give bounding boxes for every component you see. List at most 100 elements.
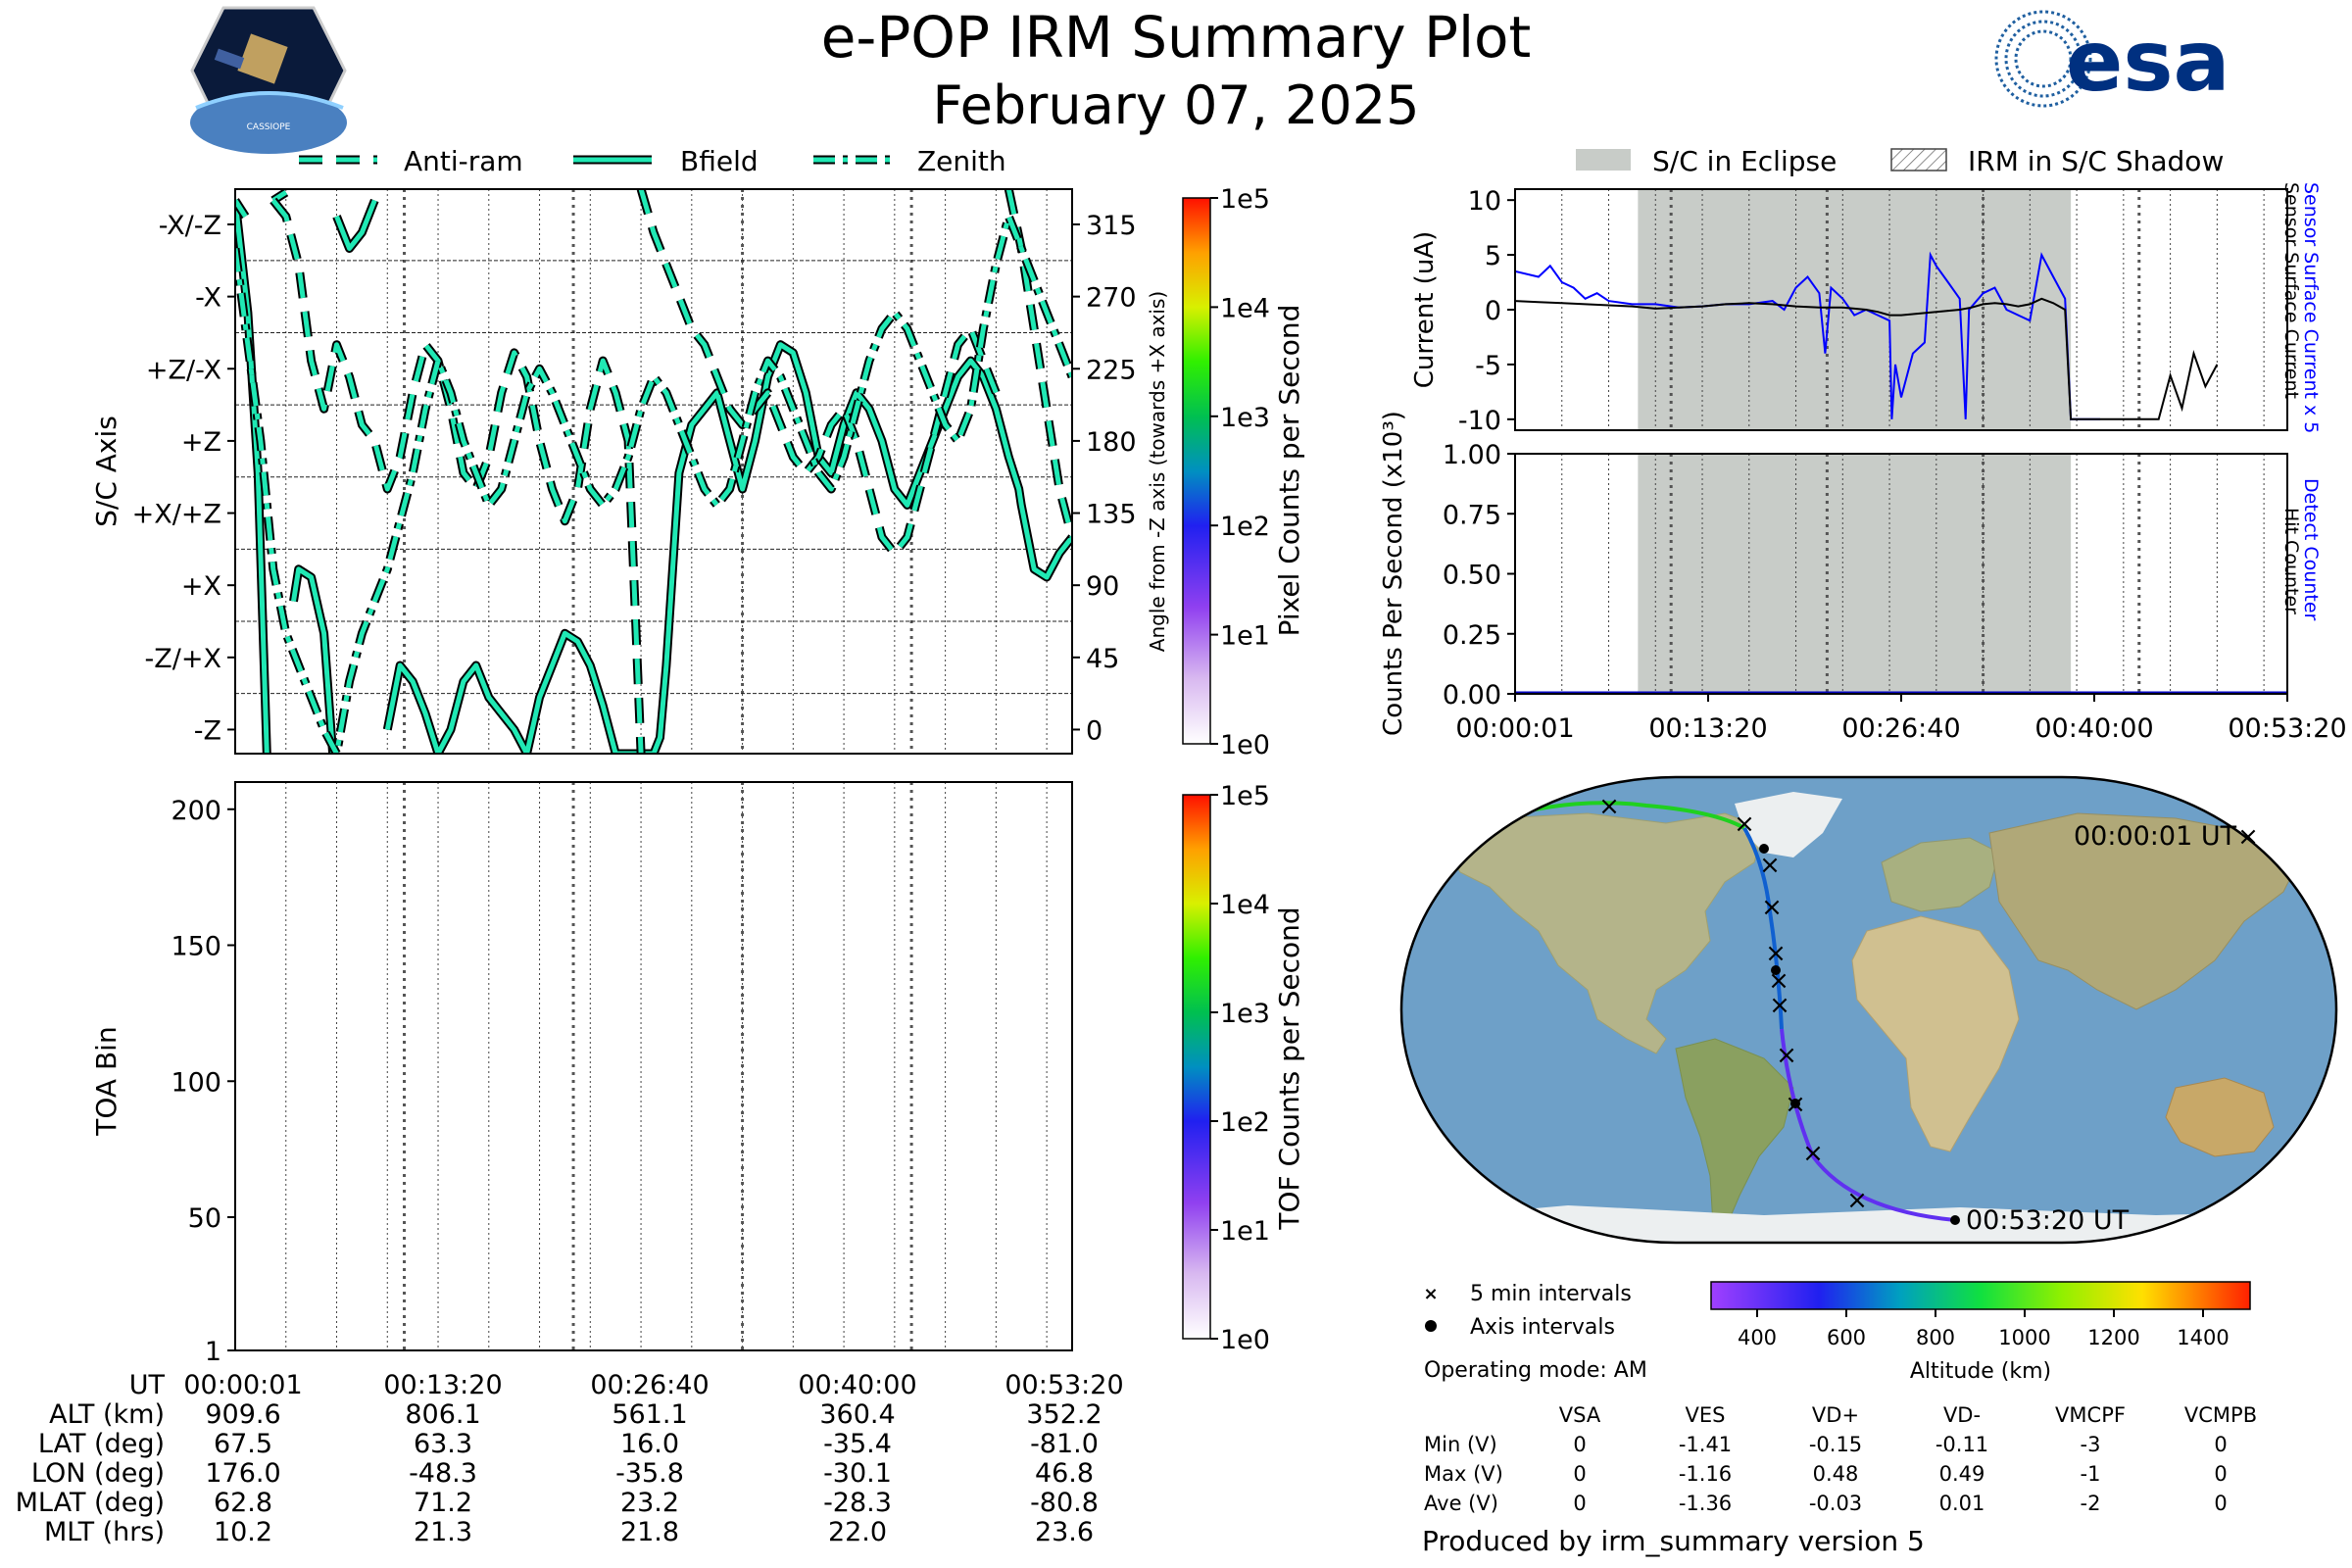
ephemeris-cell: -30.1: [823, 1458, 892, 1489]
operating-mode: Operating mode: AM: [1424, 1358, 1647, 1383]
current-ytick-label: 5: [1485, 241, 1501, 271]
map-antarctica: [1401, 1205, 2336, 1243]
voltage-cell: 0.49: [1939, 1462, 1985, 1486]
figure-date: February 07, 2025: [933, 74, 1420, 136]
tof-colorbar-label: TOF Counts per Second: [1273, 906, 1305, 1230]
counts-ylabel: Counts Per Second (x10³): [1379, 411, 1408, 736]
toa-ylabel: TOA Bin: [90, 1026, 122, 1136]
map-africa: [1851, 915, 2020, 1152]
altitude-colorbar-label: Altitude (km): [1910, 1359, 2051, 1384]
counts-ytick-label: 0.50: [1443, 561, 1501, 591]
axis-right-tick-label: 45: [1086, 644, 1119, 674]
ground-track-segment-2: [1742, 827, 1784, 1030]
altitude-colorbar: 400 600 800 1000 1200 1400 Altitude (km): [1710, 1281, 2251, 1384]
toa-ytick-label: 100: [171, 1067, 221, 1098]
voltage-cell: 0: [2214, 1492, 2227, 1515]
colorbar-tick-label: 1e2: [1220, 512, 1270, 542]
axis-ytick-label: +X: [181, 571, 221, 602]
voltage-cell: 0: [1573, 1462, 1586, 1486]
legend-bfield: Bfield: [680, 145, 759, 177]
counts-panel: 0.00 0.25 0.50 0.75 1.00 Counts Per Second (…: [1379, 411, 2347, 744]
voltage-row-label: Max (V): [1424, 1462, 1503, 1486]
series-anti-ram: [1005, 189, 1072, 538]
five-min-marker: ×: [1598, 792, 1620, 821]
ephemeris-row-label: LON (deg): [31, 1458, 165, 1489]
series-anti-ram: [235, 199, 248, 219]
series-anti-ram: [270, 198, 644, 754]
axis-ytick-label: -Z/+X: [145, 644, 221, 674]
ephemeris-cell: 806.1: [405, 1399, 480, 1430]
ephemeris-cell: 67.5: [214, 1429, 272, 1459]
axis-interval-marker: [1790, 1099, 1800, 1108]
cassiope-logo-text: CASSIOPE: [247, 122, 291, 132]
current-ytick-label: 0: [1485, 296, 1501, 326]
axis-interval-marker: [1759, 844, 1769, 854]
ground-track-map: ×××××××××××× 00:00:01 UT 00:53:20 UT: [1399, 775, 2338, 1245]
ephemeris-cell: 00:53:20: [1004, 1370, 1123, 1400]
voltage-col-header: VMCPF: [2055, 1403, 2126, 1427]
ephemeris-cell: 352.2: [1026, 1399, 1102, 1430]
altitude-tick-label: 800: [1916, 1326, 1955, 1349]
axis-ytick-label: -X/-Z: [159, 211, 221, 241]
ephemeris-cell: 561.1: [612, 1399, 687, 1430]
voltage-cell: 0.01: [1939, 1492, 1985, 1515]
ephemeris-cell: -28.3: [823, 1488, 892, 1518]
axis-right-tick-label: 90: [1086, 571, 1119, 602]
axis-ytick-label: -Z: [194, 715, 221, 746]
counts-right-label-1: Detect Counter: [2300, 478, 2322, 621]
counts-xtick-label: 00:26:40: [1841, 713, 1960, 744]
ephemeris-row-label: ALT (km): [49, 1399, 165, 1430]
axis-pointing-ylabel: S/C Axis: [90, 416, 122, 527]
map-legend: × 5 min intervals Axis intervals Operati…: [1423, 1282, 1646, 1383]
current-ytick-label: -10: [1458, 406, 1501, 436]
voltage-col-header: VD+: [1812, 1403, 1859, 1427]
altitude-tick-label: 1200: [2087, 1326, 2139, 1349]
voltage-cell: -1.36: [1679, 1492, 1732, 1515]
map-end-label: 00:53:20 UT: [1966, 1205, 2130, 1236]
toa-ytick-label: 1: [205, 1337, 221, 1367]
voltage-col-header: VES: [1686, 1403, 1726, 1427]
legend-axis-intervals: Axis intervals: [1470, 1315, 1615, 1340]
voltage-cell: -1.41: [1679, 1433, 1732, 1456]
series-anti-ram: [638, 189, 999, 556]
ephemeris-cell: 10.2: [214, 1517, 272, 1547]
series-bfield: [334, 199, 377, 251]
map-frame: [1399, 775, 2338, 1245]
voltage-cell: -0.11: [1936, 1433, 1988, 1456]
axis-ytick-label: +X/+Z: [132, 500, 221, 530]
counts-ytick-label: 0.75: [1443, 500, 1501, 530]
ephemeris-cell: 00:26:40: [590, 1370, 709, 1400]
series-bfield: [291, 566, 336, 754]
esa-logo: esa: [1994, 10, 2230, 111]
ground-track-segment-3: [1780, 1028, 1956, 1222]
cassiope-logo: CASSIOPE: [190, 6, 347, 154]
colorbar-tick-label: 1e1: [1220, 621, 1270, 652]
ephemeris-cell: 46.8: [1035, 1458, 1094, 1489]
axis-ytick-label: +Z/-X: [146, 355, 221, 385]
right-legend: S/C in Eclipse IRM in S/C Shadow: [1576, 145, 2224, 177]
colorbar-tick-label: 1e0: [1220, 1325, 1270, 1355]
ephemeris-cell: 21.3: [414, 1517, 472, 1547]
ephemeris-cell: 23.6: [1035, 1517, 1094, 1547]
ephemeris-cell: 00:40:00: [798, 1370, 916, 1400]
five-min-marker: ×: [1761, 893, 1783, 922]
colorbar-tick-label: 1e4: [1220, 293, 1270, 323]
toa-ytick-label: 200: [171, 796, 221, 826]
ephemeris-cell: -80.8: [1030, 1488, 1099, 1518]
ephemeris-table: UT 00:00:01 00:13:20 00:26:40 00:40:00 00:53:…: [16, 1370, 1124, 1547]
five-min-marker: ×: [1846, 1186, 1868, 1215]
ephemeris-cell: 16.0: [620, 1429, 679, 1459]
figure-title: e-POP IRM Summary Plot: [821, 4, 1532, 71]
colorbar-tick-label: 1e3: [1220, 999, 1270, 1029]
axis-pointing-yticks: -Z -Z/+X +X +X/+Z +Z +Z/-X -X -X/-Z 0 45 90 135 180 2…: [132, 211, 1137, 746]
voltage-col-header: VSA: [1559, 1403, 1601, 1427]
axis-right-tick-label: 135: [1086, 500, 1137, 530]
counts-xtick-label: 00:13:20: [1648, 713, 1767, 744]
axis-right-tick-label: 270: [1086, 283, 1137, 314]
ephemeris-cell: 71.2: [414, 1488, 472, 1518]
axis-right-tick-label: 225: [1086, 355, 1137, 385]
map-asia: [1988, 812, 2304, 1010]
ephemeris-cell: 63.3: [414, 1429, 472, 1459]
voltage-col-header: VCMPB: [2184, 1403, 2257, 1427]
